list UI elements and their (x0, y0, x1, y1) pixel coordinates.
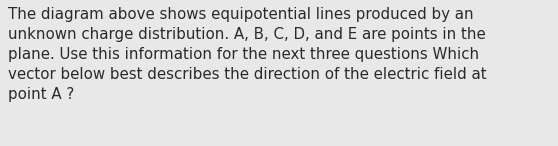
Text: The diagram above shows equipotential lines produced by an
unknown charge distri: The diagram above shows equipotential li… (8, 7, 487, 102)
